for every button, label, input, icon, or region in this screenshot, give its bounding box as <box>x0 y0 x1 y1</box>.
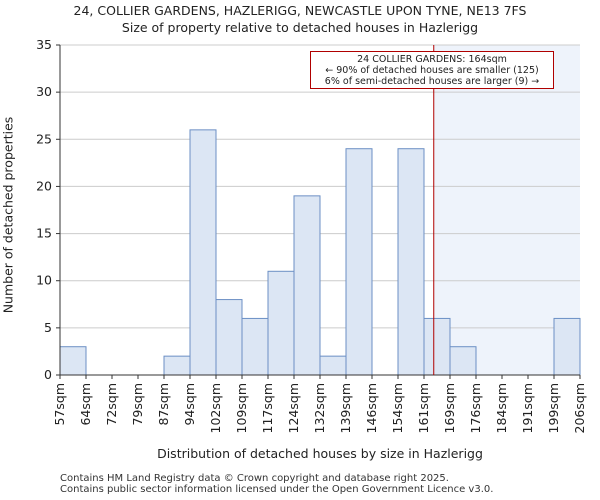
x-tick-label: 169sqm <box>442 383 457 433</box>
annotation-line-1: 24 COLLIER GARDENS: 164sqm <box>357 54 507 65</box>
x-tick-label: 132sqm <box>312 383 327 433</box>
histogram-bar <box>553 317 581 376</box>
y-tick-label: 0 <box>44 367 52 382</box>
y-axis-label: Number of detached properties <box>0 116 16 314</box>
chart-title: 24, COLLIER GARDENS, HAZLERIGG, NEWCASTL… <box>73 3 527 18</box>
x-tick-label: 146sqm <box>364 383 379 433</box>
histogram-bar <box>241 317 269 376</box>
y-tick-label: 5 <box>44 320 52 335</box>
y-tick-label: 25 <box>36 131 52 146</box>
x-tick-label: 64sqm <box>78 383 93 426</box>
x-tick-label: 139sqm <box>338 383 353 433</box>
x-tick-label: 72sqm <box>104 383 119 426</box>
x-tick-label: 176sqm <box>468 383 483 433</box>
footer-line-2: Contains public sector information licen… <box>60 484 494 495</box>
y-tick-label: 30 <box>36 84 52 99</box>
x-tick-label: 154sqm <box>390 383 405 433</box>
histogram-bar <box>215 299 243 376</box>
histogram-bar <box>319 355 347 376</box>
histogram-bar <box>59 346 87 376</box>
histogram-bar <box>397 148 425 376</box>
histogram-bar <box>163 355 191 376</box>
x-tick-label: 57sqm <box>52 383 67 426</box>
x-tick-label: 87sqm <box>156 383 171 426</box>
histogram-bar <box>423 317 451 376</box>
x-tick-label: 199sqm <box>546 383 561 433</box>
x-tick-label: 161sqm <box>416 383 431 433</box>
x-tick-label: 184sqm <box>494 383 509 433</box>
x-tick-label: 109sqm <box>234 383 249 433</box>
chart-subtitle: Size of property relative to detached ho… <box>121 20 479 35</box>
annotation-line-3: 6% of semi-detached houses are larger (9… <box>324 76 540 87</box>
y-tick-label: 35 <box>36 37 52 52</box>
x-tick-label: 102sqm <box>208 383 223 433</box>
x-tick-label: 94sqm <box>182 383 197 426</box>
x-tick-label: 79sqm <box>130 383 145 426</box>
histogram-bar <box>293 195 321 376</box>
x-tick-label: 124sqm <box>286 383 301 433</box>
x-tick-label: 191sqm <box>520 383 535 433</box>
annotation-box: 24 COLLIER GARDENS: 164sqm ← 90% of deta… <box>310 51 554 89</box>
y-tick-label: 10 <box>36 273 52 288</box>
x-tick-label: 117sqm <box>260 383 275 433</box>
x-tick-label: 206sqm <box>572 383 587 433</box>
annotation-line-2: ← 90% of detached houses are smaller (12… <box>325 65 539 76</box>
x-axis-label: Distribution of detached houses by size … <box>157 446 483 461</box>
histogram-bar <box>267 270 295 376</box>
footer-line-1: Contains HM Land Registry data © Crown c… <box>60 473 449 484</box>
histogram-bar <box>345 148 373 376</box>
y-tick-label: 20 <box>36 178 52 193</box>
y-tick-label: 15 <box>36 226 52 241</box>
histogram-bar <box>189 129 217 376</box>
histogram-bar <box>449 346 477 376</box>
